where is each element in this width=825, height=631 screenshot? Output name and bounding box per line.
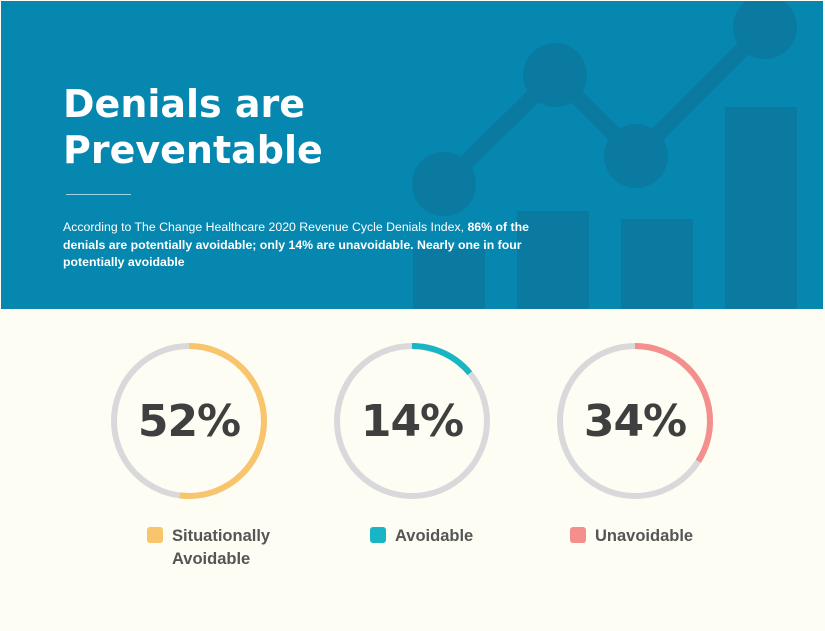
chart-illustration-icon: [412, 1, 797, 309]
legend-line: Situationally: [172, 527, 271, 545]
donut-arc-avoidable: [334, 343, 490, 499]
legend-line: Unavoidable: [595, 527, 694, 545]
legend-line: Avoidable: [172, 550, 251, 568]
title-line: Denials are: [63, 82, 306, 126]
donut-situationally-avoidable: 52%: [109, 341, 269, 501]
donut-arc-situationally-avoidable: [111, 343, 267, 499]
hero-banner: Denials are Preventable According to The…: [1, 1, 823, 309]
title-line: Preventable: [63, 128, 323, 172]
percent-label: 34%: [583, 395, 687, 447]
legend-item-avoidable: Avoidable: [370, 525, 525, 548]
legend-swatch: [370, 527, 386, 543]
donut-avoidable: 14%: [332, 341, 492, 501]
legend-label: Situationally Avoidable: [172, 525, 302, 571]
donut-chart: [111, 343, 267, 499]
donut-chart: [334, 343, 490, 499]
donut-arc-unavoidable: [557, 343, 713, 499]
percent-label: 14%: [360, 395, 464, 447]
decor-bar: [413, 249, 485, 309]
decor-bar: [517, 211, 589, 309]
description-intro: According to The Change Healthcare 2020 …: [63, 220, 468, 234]
legend-line: Avoidable: [395, 527, 474, 545]
legend-swatch: [147, 527, 163, 543]
legend-swatch: [570, 527, 586, 543]
stats-section: 52% 14% 34% Situationally Avoidable Avoi…: [0, 309, 825, 631]
decor-bar: [725, 107, 797, 309]
legend-item-situationally-avoidable: Situationally Avoidable: [147, 525, 302, 571]
legend-label: Unavoidable: [595, 525, 725, 548]
legend-label: Avoidable: [395, 525, 525, 548]
donut-unavoidable: 34%: [555, 341, 715, 501]
divider: [66, 194, 131, 195]
description-highlight: 86% of the denials are potentially avoid…: [63, 220, 529, 269]
donut-chart: [557, 343, 713, 499]
description: According to The Change Healthcare 2020 …: [63, 219, 563, 272]
percent-label: 52%: [137, 395, 241, 447]
legend-item-unavoidable: Unavoidable: [570, 525, 725, 548]
page-title: Denials are Preventable: [63, 81, 443, 173]
decor-bar: [621, 219, 693, 309]
